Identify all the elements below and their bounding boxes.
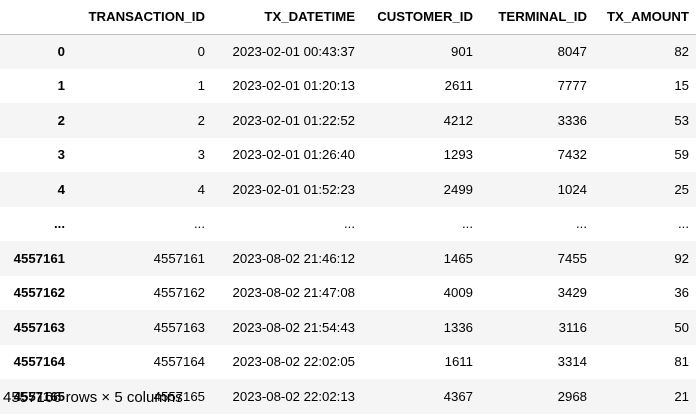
cell-tx-datetime: 2023-02-01 00:43:37 <box>232 43 355 59</box>
table-row: 4 4 2023-02-01 01:52:23 2499 1024 25 <box>0 172 696 207</box>
cell-tx-datetime: ... <box>344 216 355 232</box>
cell-terminal-id: 3429 <box>557 285 587 301</box>
cell-tx-datetime: 2023-02-01 01:26:40 <box>232 147 355 163</box>
cell-terminal-id: 7455 <box>557 250 587 266</box>
cell-transaction-id: ... <box>194 216 205 232</box>
cell-tx-amount: ... <box>678 216 689 232</box>
cell-tx-amount: 59 <box>674 147 689 163</box>
cell-tx-amount: 15 <box>674 78 689 94</box>
cell-terminal-id: 3336 <box>557 112 587 128</box>
cell-customer-id: ... <box>462 216 473 232</box>
cell-terminal-id: 7777 <box>557 78 587 94</box>
cell-terminal-id: 7432 <box>557 147 587 163</box>
table-row: .................. <box>0 207 696 242</box>
table-row: 4557162 4557162 2023-08-02 21:47:08 4009 342… <box>0 276 696 311</box>
table-row: 4557163 4557163 2023-08-02 21:54:43 1336 311… <box>0 310 696 345</box>
cell-tx-amount: 21 <box>674 388 689 404</box>
header-row: TRANSACTION_ID TX_DATETIME CUSTOMER_ID TERM… <box>0 0 696 35</box>
cell-customer-id: 1336 <box>443 319 473 335</box>
table-row: 3 3 2023-02-01 01:26:40 1293 7432 59 <box>0 138 696 173</box>
cell-tx-datetime: 2023-08-02 22:02:05 <box>232 354 355 370</box>
cell-terminal-id: 8047 <box>557 43 587 59</box>
column-header-index <box>0 0 72 35</box>
cell-tx-datetime: 2023-02-01 01:22:52 <box>232 112 355 128</box>
column-header-terminal-id: TERMINAL_ID <box>480 0 594 35</box>
cell-tx-amount: 53 <box>674 112 689 128</box>
cell-terminal-id: 2968 <box>557 388 587 404</box>
cell-customer-id: 2611 <box>444 78 473 94</box>
row-index: 4557164 <box>13 354 65 370</box>
cell-tx-datetime: 2023-02-01 01:52:23 <box>232 181 355 197</box>
cell-transaction-id: 4557162 <box>153 285 205 301</box>
shape-caption: 4557166 rows × 5 columns <box>3 389 183 406</box>
cell-tx-datetime: 2023-08-02 21:46:12 <box>232 250 355 266</box>
cell-customer-id: 1293 <box>443 147 473 163</box>
cell-tx-datetime: 2023-02-01 01:20:13 <box>232 78 355 94</box>
row-index: 3 <box>57 147 65 163</box>
table-row: 4557161 4557161 2023-08-02 21:46:12 1465 745… <box>0 241 696 276</box>
cell-customer-id: 1611 <box>444 354 473 370</box>
table-body: 0 0 2023-02-01 00:43:37 901 8047 82 1 1 2023-02-… <box>0 34 696 414</box>
row-index: 4557162 <box>13 285 65 301</box>
cell-terminal-id: 3116 <box>558 319 587 335</box>
cell-transaction-id: 4557161 <box>153 250 205 266</box>
cell-tx-datetime: 2023-08-02 21:54:43 <box>232 319 355 335</box>
row-index: 4557161 <box>13 250 65 266</box>
column-header-tx-datetime: TX_DATETIME <box>212 0 362 35</box>
cell-transaction-id: 2 <box>197 112 205 128</box>
row-index: 4557165 <box>13 388 65 404</box>
cell-transaction-id: 0 <box>197 43 205 59</box>
cell-transaction-id: 4557165 <box>153 388 205 404</box>
cell-tx-amount: 81 <box>674 354 689 370</box>
cell-transaction-id: 4557163 <box>153 319 205 335</box>
row-index: 4557163 <box>13 319 65 335</box>
table-row: 4557164 4557164 2023-08-02 22:02:05 1611 331… <box>0 345 696 380</box>
cell-customer-id: 4212 <box>443 112 473 128</box>
row-index: 2 <box>57 112 65 128</box>
cell-tx-datetime: 2023-08-02 22:02:13 <box>232 388 355 404</box>
cell-customer-id: 901 <box>450 43 473 59</box>
cell-customer-id: 4009 <box>443 285 473 301</box>
cell-tx-amount: 36 <box>674 285 689 301</box>
column-header-customer-id: CUSTOMER_ID <box>362 0 480 35</box>
cell-tx-amount: 25 <box>674 181 689 197</box>
cell-customer-id: 4367 <box>443 388 473 404</box>
cell-tx-datetime: 2023-08-02 21:47:08 <box>232 285 355 301</box>
cell-transaction-id: 1 <box>197 78 205 94</box>
column-header-transaction-id: TRANSACTION_ID <box>72 0 212 35</box>
table-row: 4557165 4557165 2023-08-02 22:02:13 4367 296… <box>0 379 696 414</box>
row-index: 1 <box>57 78 65 94</box>
cell-tx-amount: 50 <box>674 319 689 335</box>
cell-tx-amount: 92 <box>674 250 689 266</box>
row-index: ... <box>54 216 65 232</box>
cell-customer-id: 1465 <box>443 250 473 266</box>
table-row: 0 0 2023-02-01 00:43:37 901 8047 82 <box>0 34 696 69</box>
cell-transaction-id: 4 <box>197 181 205 197</box>
table-row: 1 1 2023-02-01 01:20:13 2611 7777 15 <box>0 69 696 104</box>
column-header-tx-amount: TX_AMOUNT <box>594 0 696 35</box>
table-header: TRANSACTION_ID TX_DATETIME CUSTOMER_ID TERM… <box>0 0 696 35</box>
cell-tx-amount: 82 <box>674 43 689 59</box>
cell-terminal-id: 3314 <box>557 354 587 370</box>
row-index: 0 <box>57 43 65 59</box>
table-row: 2 2 2023-02-01 01:22:52 4212 3336 53 <box>0 103 696 138</box>
cell-customer-id: 2499 <box>443 181 473 197</box>
cell-terminal-id: 1024 <box>557 181 587 197</box>
cell-transaction-id: 4557164 <box>153 354 205 370</box>
row-index: 4 <box>57 181 65 197</box>
cell-transaction-id: 3 <box>197 147 205 163</box>
cell-terminal-id: ... <box>576 216 587 232</box>
